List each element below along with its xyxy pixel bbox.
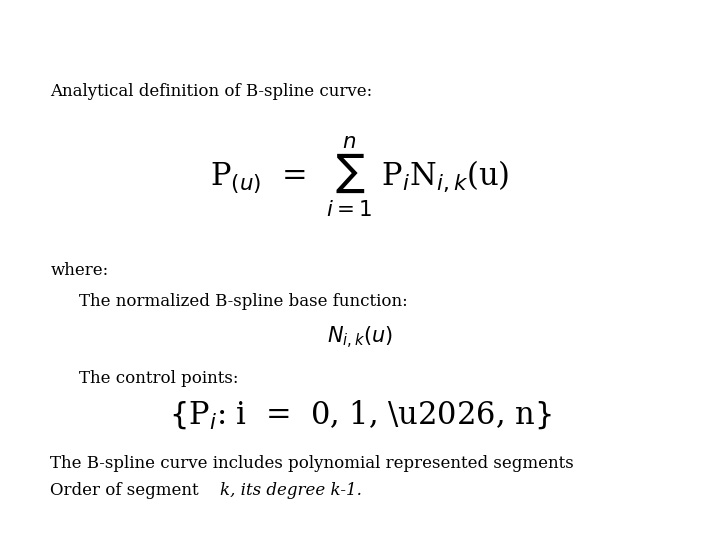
Text: $\{$P$_i$: i  =  0, 1, \u2026, n$\}$: $\{$P$_i$: i = 0, 1, \u2026, n$\}$ <box>168 398 552 431</box>
Text: The control points:: The control points: <box>79 369 239 387</box>
Text: Representation of curve using spline base functions: Representation of curve using spline bas… <box>0 12 720 39</box>
Text: Order of segment: Order of segment <box>50 482 204 498</box>
Text: The normalized B-spline base function:: The normalized B-spline base function: <box>79 293 408 310</box>
Text: The B-spline curve includes polynomial represented segments: The B-spline curve includes polynomial r… <box>50 455 574 471</box>
Text: P$_{(u)}$  =  $\sum_{i=1}^{n}$ P$_i$N$_{i,k}$(u): P$_{(u)}$ = $\sum_{i=1}^{n}$ P$_i$N$_{i,… <box>210 134 510 219</box>
Text: László Horváth: László Horváth <box>78 513 181 526</box>
Text: UÓ-JNFI-IAM: UÓ-JNFI-IAM <box>318 511 402 528</box>
Text: http://users.nik.uni-obuda.hu/lhorvath/: http://users.nik.uni-obuda.hu/lhorvath/ <box>420 513 688 526</box>
Text: k, its degree k-1.: k, its degree k-1. <box>220 482 361 498</box>
Text: Analytical definition of B-spline curve:: Analytical definition of B-spline curve: <box>50 83 373 100</box>
Text: where:: where: <box>50 262 109 279</box>
Text: $N_{i,k}(u)$: $N_{i,k}(u)$ <box>327 325 393 351</box>
